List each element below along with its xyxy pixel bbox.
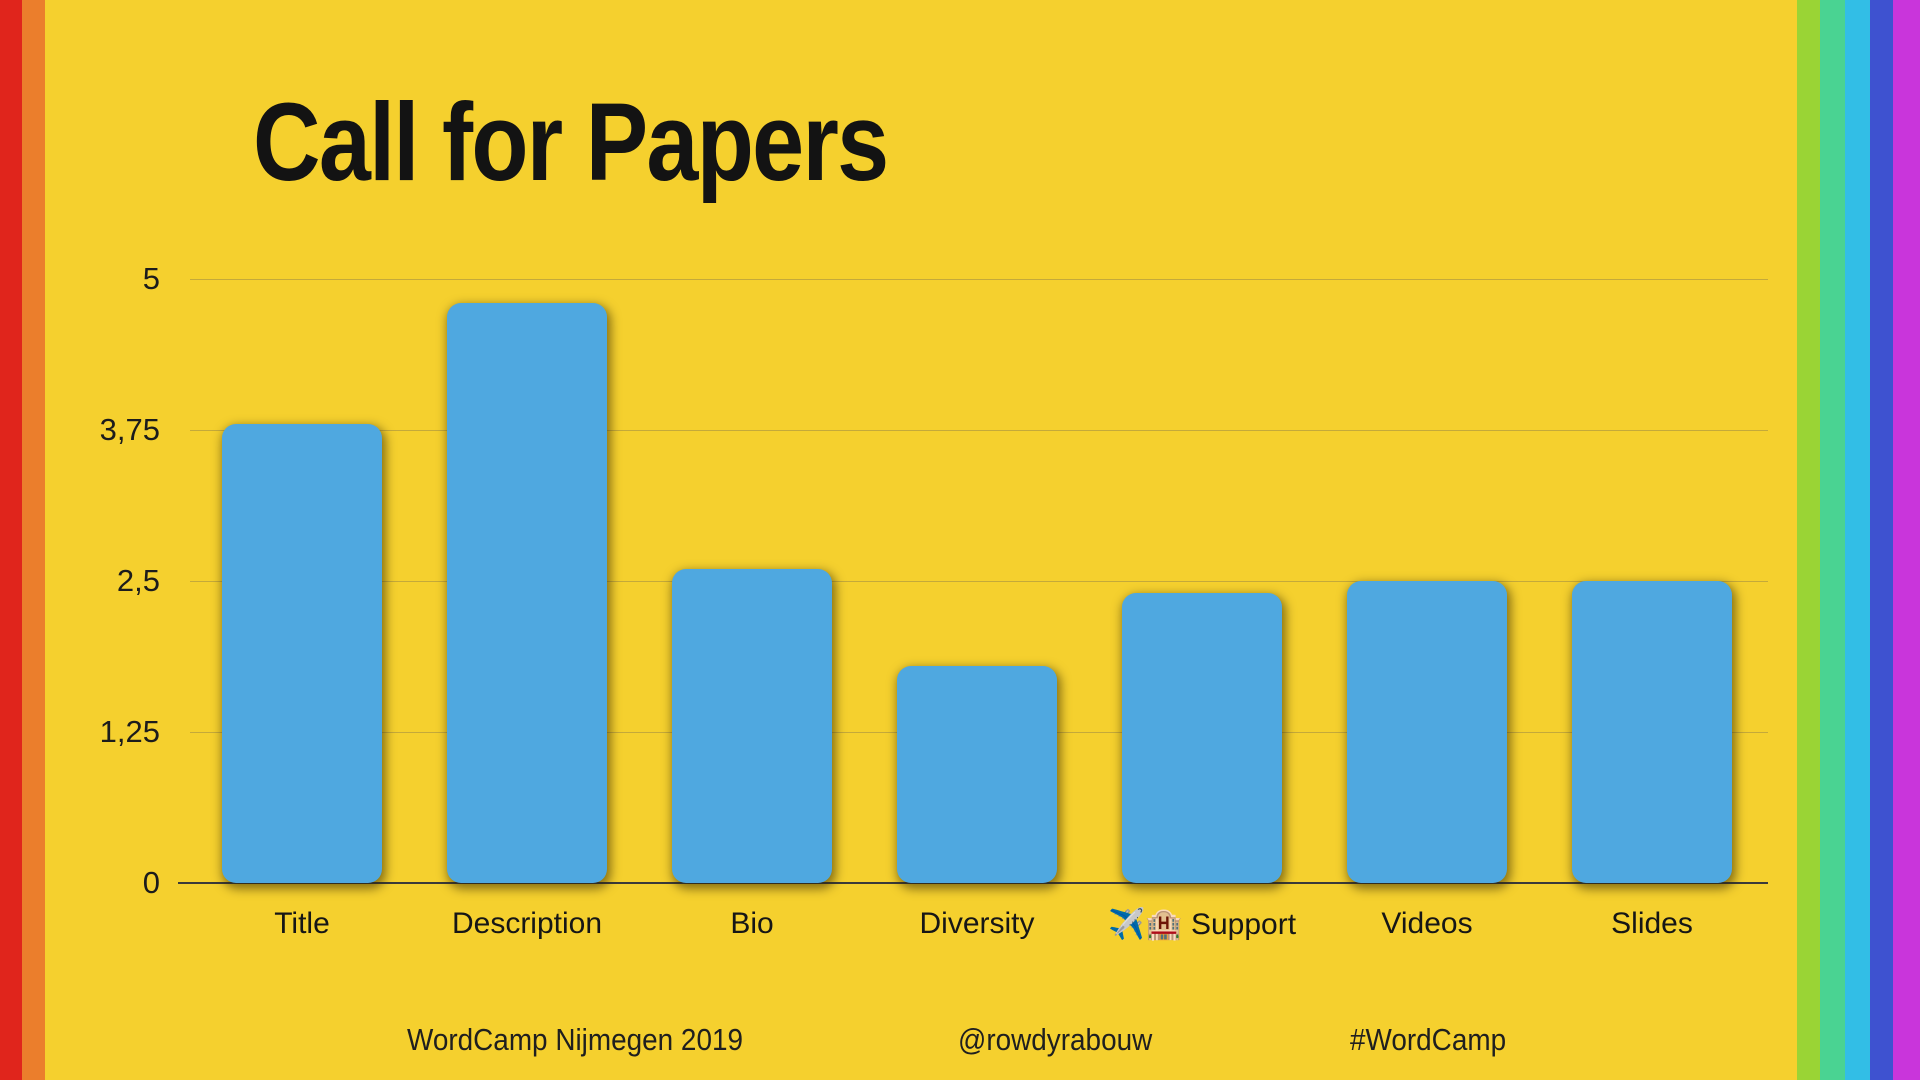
bar-description [447,303,607,883]
x-axis-category-label: Description [451,907,603,940]
x-axis-category-label: Bio [730,907,774,940]
x-axis-category-label: Diversity [919,907,1035,940]
bar-videos [1347,581,1507,883]
footer-twitter-handle: @rowdyrabouw [958,1022,1153,1057]
rainbow-stripe-green [1820,0,1845,1080]
bar-bio [672,568,832,883]
x-axis-category-label: Title [274,907,330,940]
bar-chart: 5 3,75 2,5 1,25 0 Title Description Bio Diversit… [100,261,1768,941]
slide-title: Call for Papers [253,81,889,204]
rainbow-stripe-lime [1797,0,1820,1080]
x-axis-category-label: ✈️🏨 Support [1107,908,1297,941]
bar-title [222,423,382,883]
y-axis-tick-label: 0 [142,865,160,900]
footer-hashtag: #WordCamp [1350,1022,1507,1057]
x-axis-line [178,882,1768,884]
gridline [190,580,1768,582]
bar-slides [1572,581,1732,883]
rainbow-stripe-magenta [1893,0,1920,1080]
rainbow-stripe-cyan [1845,0,1870,1080]
footer-event-name: WordCamp Nijmegen 2019 [407,1022,744,1057]
rainbow-stripe-orange [22,0,45,1080]
gridline [190,429,1768,431]
y-axis-tick-label: 5 [142,261,160,296]
bar-support [1122,593,1282,883]
y-axis-tick-label: 2,5 [116,563,160,598]
y-axis-tick-label: 3,75 [99,412,160,447]
x-axis-category-label: Videos [1381,907,1473,940]
x-axis-category-label: Slides [1611,907,1693,940]
rainbow-stripe-blue [1870,0,1893,1080]
y-axis-tick-label: 1,25 [99,714,160,749]
gridline [190,278,1768,280]
bar-diversity [897,665,1057,883]
rainbow-stripe-red [0,0,22,1080]
